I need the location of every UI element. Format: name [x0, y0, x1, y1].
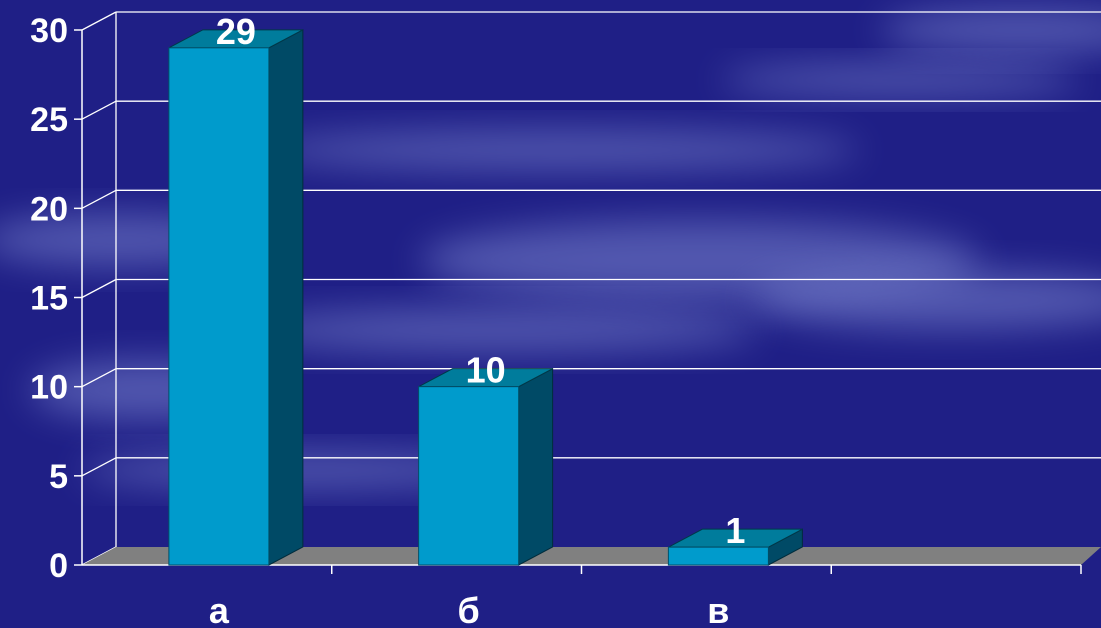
bar-3	[667, 528, 803, 566]
data-label: 1	[725, 510, 745, 551]
y-tick-label: 20	[30, 190, 68, 228]
y-tick-label: 30	[30, 12, 68, 50]
bar-1	[168, 29, 304, 566]
bar-side	[518, 367, 554, 566]
chart-floor	[82, 547, 1101, 565]
bar-side	[268, 29, 304, 566]
gridline-side	[81, 457, 117, 477]
bar-front	[667, 546, 769, 566]
data-label: 10	[466, 350, 506, 391]
x-category-label: а	[209, 590, 230, 628]
gridline-side	[81, 278, 117, 299]
chart-labels: 29 а 10 б 1 в	[209, 11, 746, 628]
x-category-label: в	[707, 590, 729, 628]
y-tick-label: 0	[49, 547, 68, 585]
gridline-side	[81, 11, 117, 31]
cloud-streak	[750, 270, 1101, 330]
bar-2	[418, 367, 554, 566]
y-tick-label: 10	[30, 369, 68, 407]
bar-front	[418, 386, 520, 566]
floor-plane	[82, 547, 1101, 565]
gridline-side	[81, 100, 117, 120]
cloud-streak	[720, 64, 1080, 96]
y-tick-label: 5	[49, 458, 68, 496]
data-label: 29	[216, 11, 256, 52]
y-tick-label: 25	[30, 101, 68, 139]
x-category-label: б	[458, 590, 480, 628]
cloud-streak	[260, 130, 860, 170]
cloud-streak	[240, 308, 760, 352]
bar-front	[168, 47, 270, 566]
y-tick-label: 15	[30, 280, 68, 318]
gridline-side	[81, 368, 117, 388]
gridline-side	[81, 189, 117, 209]
chart-bars	[168, 29, 803, 566]
cloud-streak	[880, 8, 1101, 52]
